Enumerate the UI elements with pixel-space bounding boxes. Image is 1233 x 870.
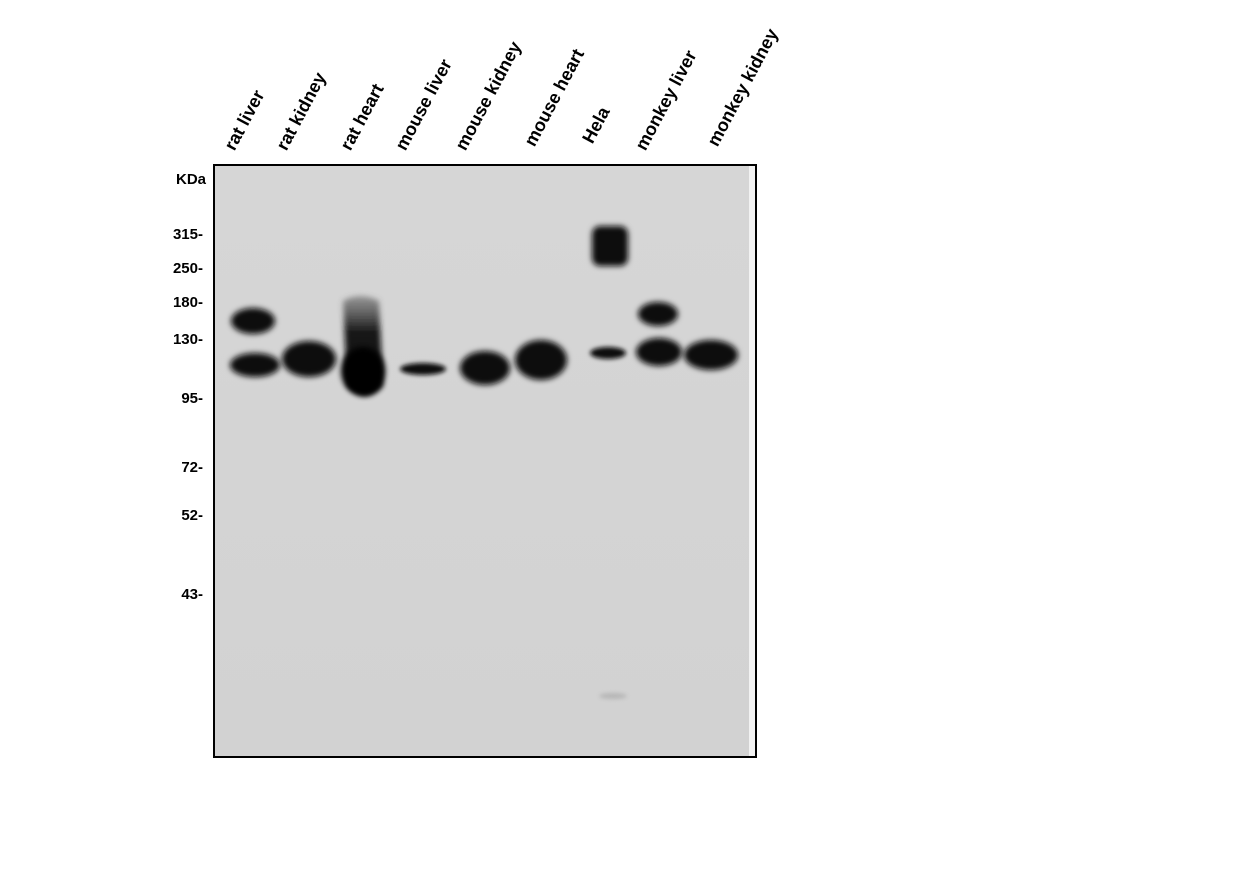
mw-marker-130: 130- [172, 331, 203, 348]
mw-marker-315: 315- [172, 226, 203, 243]
lane-label-rat-kidney: rat kidney [272, 68, 330, 154]
band-rat-heart-core [341, 347, 385, 395]
band-rat-liver-lower [230, 353, 280, 377]
mw-marker-52: 52- [181, 507, 203, 524]
lane-label-rat-heart: rat heart [336, 80, 388, 154]
lane-label-monkey-liver: monkey liver [631, 46, 701, 154]
band-group-rat-liver [230, 308, 280, 377]
band-monkey-liver-lower [636, 338, 682, 366]
lane-label-mouse-heart: mouse heart [520, 45, 589, 150]
band-hela-high [592, 226, 628, 266]
lane-label-monkey-kidney: monkey kidney [703, 25, 782, 150]
band-monkey-liver-upper [638, 302, 678, 326]
lane-label-rat-liver: rat liver [220, 86, 269, 154]
lane-label-mouse-kidney: mouse kidney [451, 38, 526, 154]
band-group-rat-kidney [282, 341, 336, 377]
band-group-hela [590, 226, 628, 699]
mw-marker-250: 250- [172, 260, 203, 277]
band-rat-kidney [282, 341, 336, 377]
band-group-monkey-kidney [684, 340, 738, 370]
band-mouse-liver [400, 363, 446, 375]
band-monkey-kidney [684, 340, 738, 370]
band-group-mouse-kidney [460, 351, 510, 385]
band-hela-mid [590, 347, 626, 359]
blot-edge-highlight [749, 166, 755, 756]
lane-label-hela: Hela [578, 103, 614, 147]
band-group-mouse-heart [515, 340, 567, 380]
band-rat-liver-upper [231, 308, 275, 334]
band-hela-faint [599, 693, 627, 699]
band-mouse-heart [515, 340, 567, 380]
band-mouse-kidney [460, 351, 510, 385]
mw-marker-95: 95- [181, 390, 203, 407]
mw-marker-180: 180- [172, 294, 203, 311]
band-group-rat-heart [341, 296, 385, 396]
band-group-mouse-liver [400, 363, 446, 375]
mw-unit-label: KDa [176, 171, 207, 188]
lane-label-mouse-liver: mouse liver [391, 55, 456, 154]
blot-background [215, 166, 755, 756]
mw-marker-72: 72- [181, 459, 203, 476]
blot-image [215, 166, 755, 756]
western-blot-membrane [213, 164, 757, 758]
band-group-monkey-liver [636, 302, 682, 366]
mw-marker-43: 43- [181, 586, 203, 603]
